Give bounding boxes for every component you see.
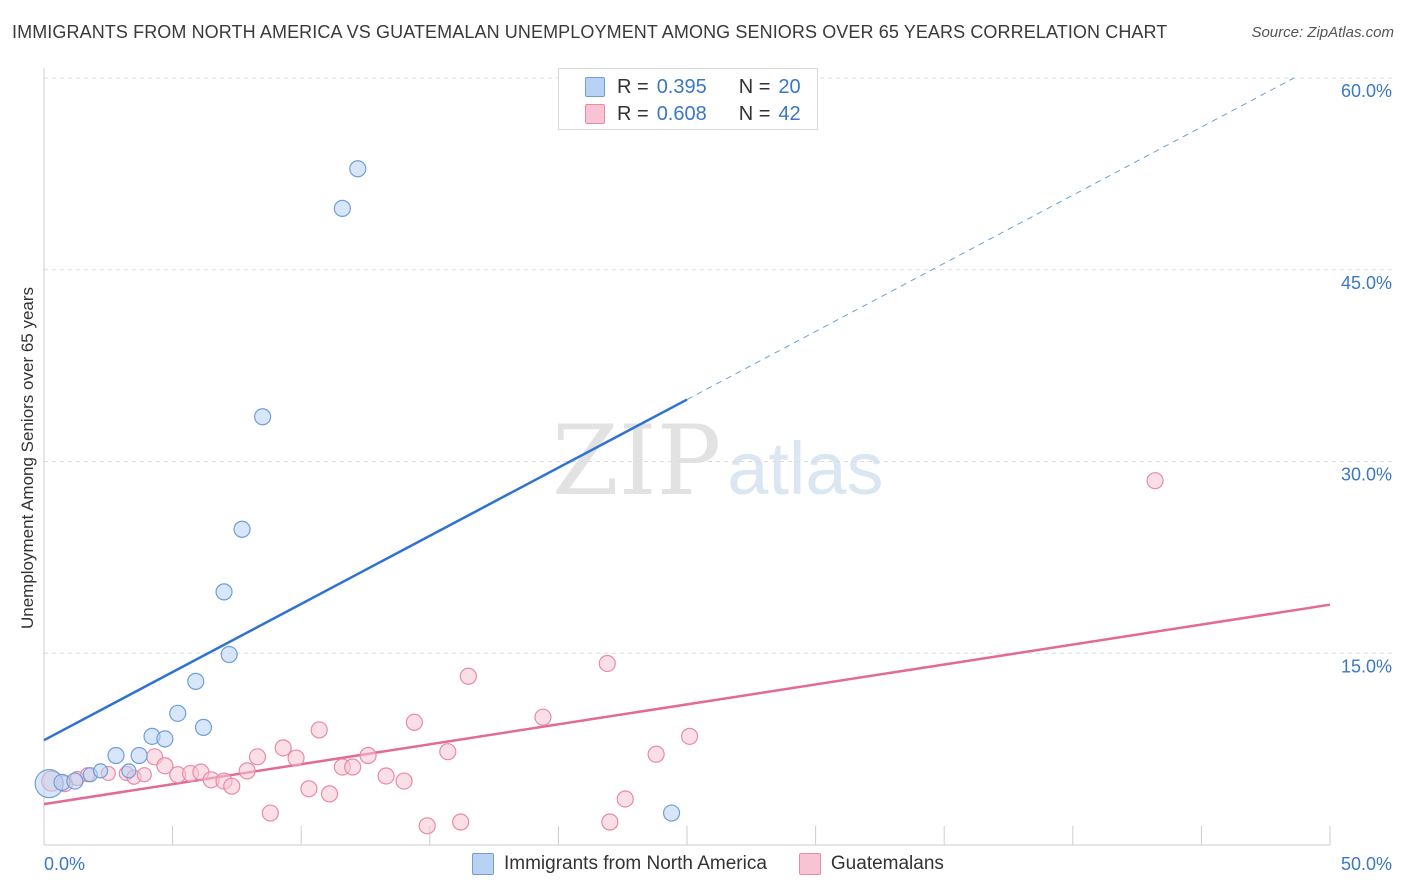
legend-swatch-pink	[798, 853, 821, 875]
point-guatemalans	[344, 758, 362, 776]
point-guatemalans	[680, 727, 699, 745]
point-north-america	[187, 672, 205, 690]
x-tick-label: 0.0%	[44, 854, 85, 874]
r-value: 0.395	[656, 75, 707, 98]
data-points	[34, 160, 1164, 835]
legend-swatch-blue	[585, 77, 605, 97]
x-tick-label: 50.0%	[1341, 854, 1392, 874]
point-north-america	[662, 804, 681, 822]
legend-swatch-blue	[472, 853, 494, 875]
point-guatemalans	[287, 749, 305, 767]
point-guatemalans	[452, 813, 470, 831]
r-label: R =	[617, 102, 649, 125]
point-north-america	[121, 763, 137, 779]
point-guatemalans	[248, 748, 267, 766]
point-guatemalans	[647, 745, 665, 763]
point-north-america	[220, 645, 238, 664]
chart-source: Source: ZipAtlas.com	[1251, 24, 1394, 41]
point-north-america	[194, 718, 213, 736]
y-tick-label: 45.0%	[1341, 273, 1392, 293]
r-label: R =	[617, 75, 649, 98]
legend-label: Immigrants from North America	[504, 853, 767, 874]
trend-line-guatemalans	[43, 603, 1331, 806]
n-label: N =	[738, 75, 771, 98]
gridlines	[44, 77, 1392, 654]
point-guatemalans	[377, 767, 395, 785]
point-guatemalans	[261, 804, 279, 822]
point-north-america	[66, 772, 84, 790]
point-north-america	[107, 746, 125, 765]
y-tick-label: 15.0%	[1341, 656, 1392, 676]
point-guatemalans	[310, 721, 328, 739]
point-north-america	[233, 520, 251, 538]
point-guatemalans	[238, 762, 256, 780]
point-guatemalans	[439, 743, 457, 761]
point-guatemalans	[616, 790, 634, 808]
point-north-america	[156, 730, 174, 748]
legend-item-north-america[interactable]: Immigrants from North America	[472, 853, 767, 875]
legend-row-guatemalans: R = 0.608 N = 42	[585, 102, 801, 126]
trend-line-north-america-extension	[686, 77, 1295, 400]
point-guatemalans	[405, 713, 423, 731]
point-north-america	[254, 408, 272, 426]
chart-title: IMMIGRANTS FROM NORTH AMERICA VS GUATEMA…	[12, 22, 1168, 42]
point-guatemalans	[598, 654, 616, 673]
legend-row-north-america: R = 0.395 N = 20	[585, 75, 801, 99]
point-guatemalans	[1146, 472, 1164, 490]
n-value: 20	[778, 75, 801, 98]
point-guatemalans	[601, 813, 619, 831]
point-guatemalans	[223, 777, 241, 795]
y-tick-label: 30.0%	[1341, 465, 1392, 485]
legend-label: Guatemalans	[830, 853, 944, 874]
tick-labels: 15.0% 30.0% 45.0% 60.0% 0.0% 50.0%	[44, 81, 1392, 874]
n-value: 42	[778, 102, 801, 125]
trend-line-north-america	[43, 398, 688, 742]
correlation-legend: R = 0.395 N = 20 R = 0.608 N = 42	[558, 68, 818, 130]
point-north-america	[130, 746, 148, 765]
point-north-america	[349, 160, 367, 178]
point-guatemalans	[395, 772, 413, 790]
n-label: N =	[738, 102, 771, 125]
point-guatemalans	[274, 739, 292, 757]
point-north-america	[169, 704, 187, 722]
point-north-america	[215, 583, 233, 601]
point-guatemalans	[136, 767, 152, 783]
point-north-america	[92, 763, 109, 779]
point-guatemalans	[359, 746, 377, 765]
point-north-america	[333, 199, 351, 217]
point-guatemalans	[300, 780, 318, 798]
legend-item-guatemalans[interactable]: Guatemalans	[798, 853, 944, 875]
r-value: 0.608	[656, 102, 707, 125]
series-legend: Immigrants from North America Guatemalan…	[472, 852, 976, 876]
point-guatemalans	[156, 757, 174, 775]
y-tick-label: 60.0%	[1341, 81, 1392, 101]
point-guatemalans	[534, 708, 552, 726]
point-guatemalans	[320, 785, 339, 803]
point-guatemalans	[418, 817, 436, 835]
point-guatemalans	[459, 667, 477, 685]
trend-lines	[43, 77, 1331, 806]
legend-swatch-pink	[585, 104, 605, 124]
